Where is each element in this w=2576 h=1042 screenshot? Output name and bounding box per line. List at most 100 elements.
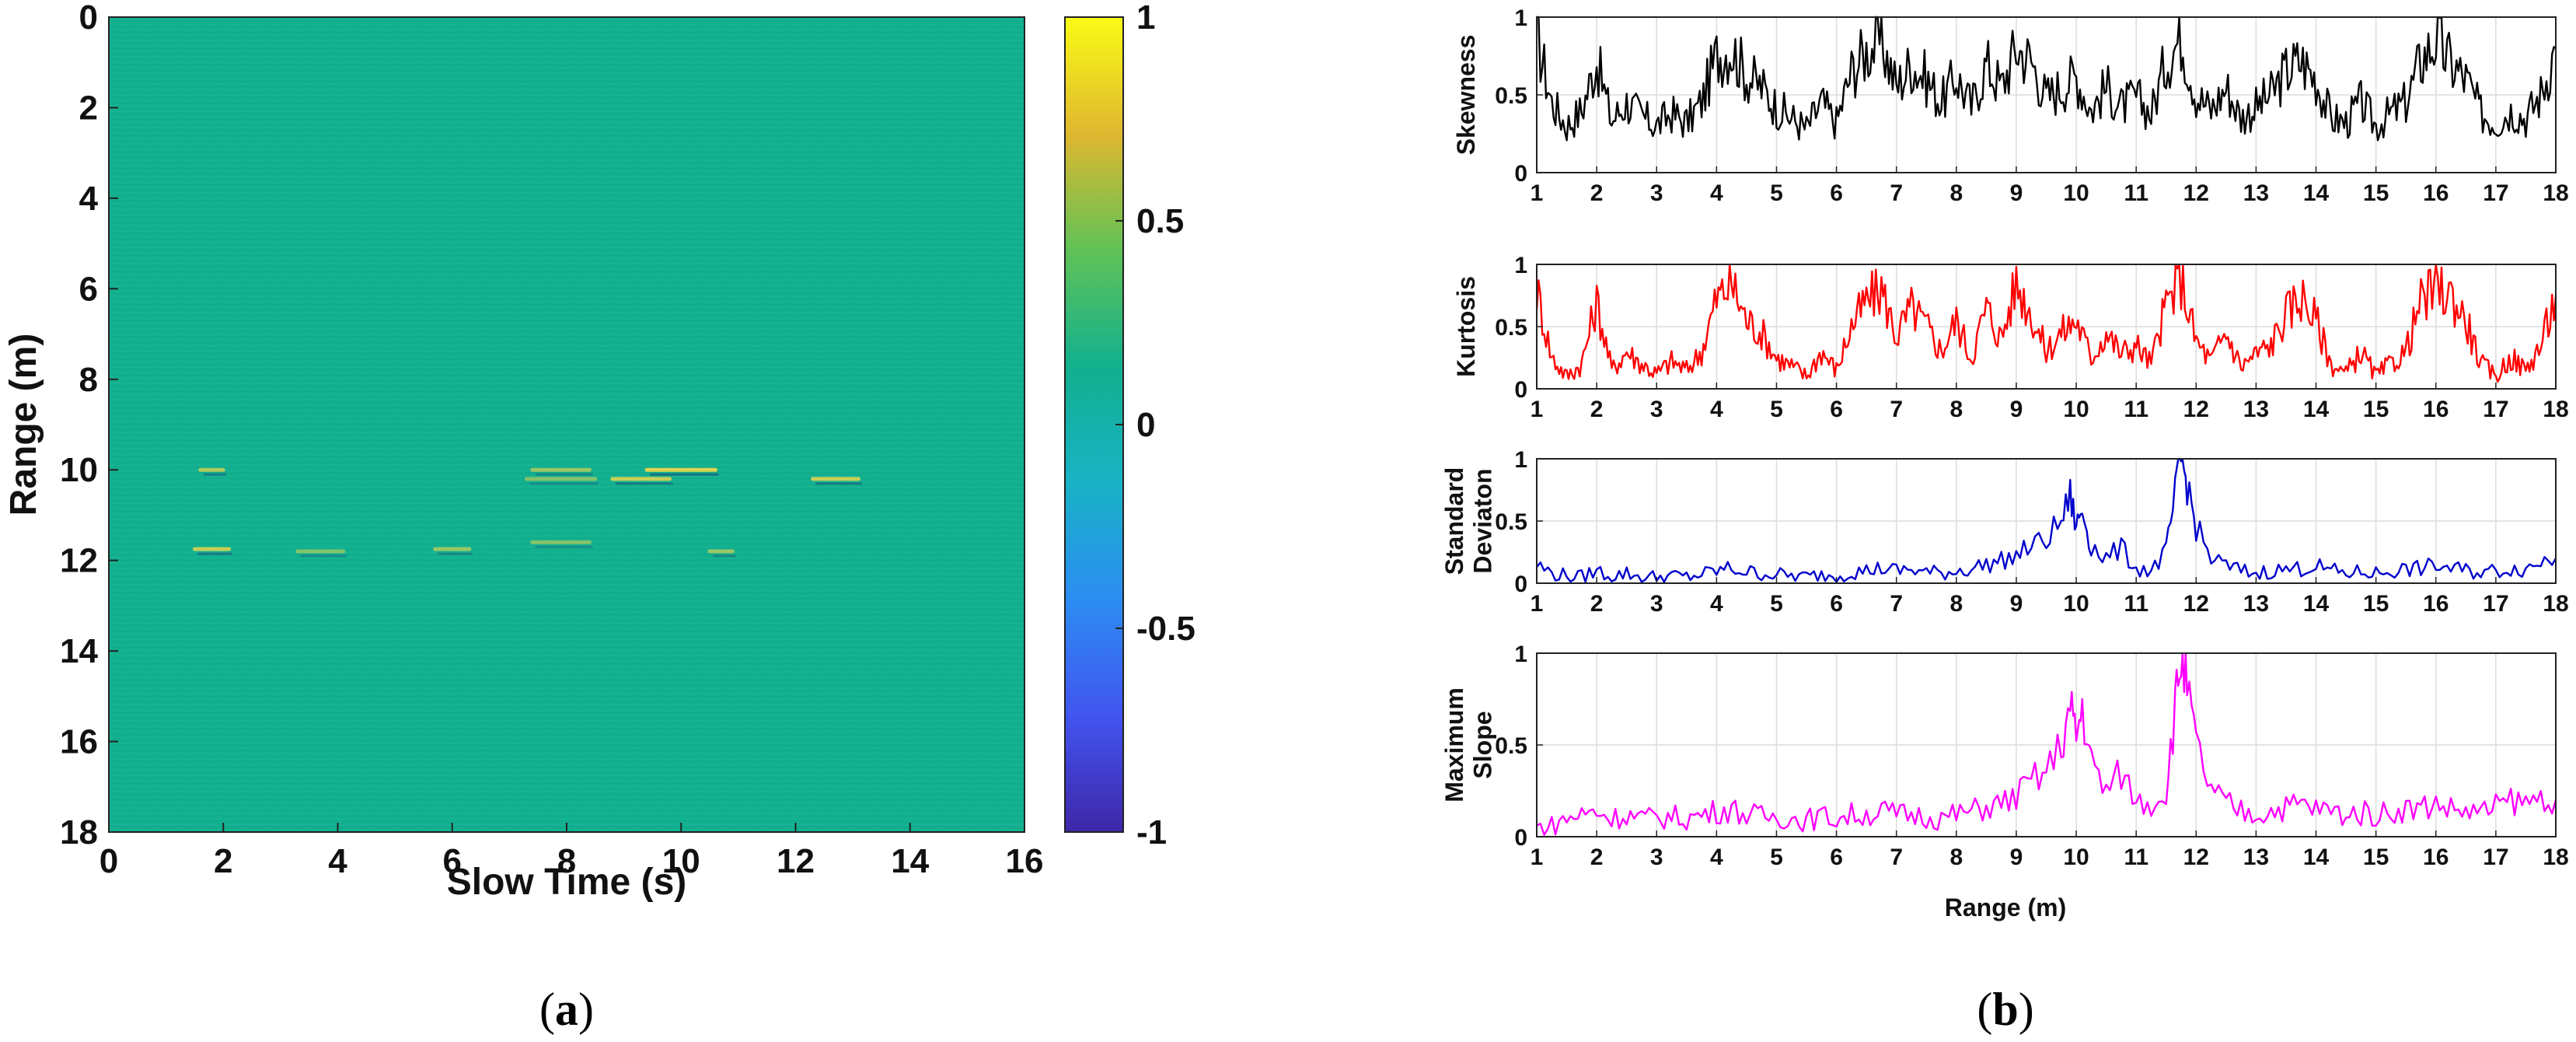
x-tick-label: 2: [1590, 844, 1604, 870]
subplot-y-ticks: 00.51: [1495, 253, 1543, 403]
colorbar-tick-label: -0.5: [1136, 610, 1196, 648]
heatmap-x-tick-label: 8: [557, 842, 576, 880]
x-tick-label: 7: [1890, 591, 1903, 617]
panel-b-x-label: Range (m): [1945, 893, 2066, 921]
x-tick-label: 17: [2483, 844, 2508, 870]
x-tick-label: 18: [2543, 591, 2568, 617]
x-tick-label: 12: [2183, 397, 2209, 422]
subplot-y-label: MaximumSlope: [1440, 687, 1497, 802]
heatmap-x-tick-label: 6: [443, 842, 462, 880]
x-tick-label: 9: [2010, 844, 2023, 870]
x-tick-label: 9: [2010, 180, 2023, 206]
heatmap-y-tick-label: 16: [60, 723, 98, 761]
y-tick-label: 0: [1514, 377, 1527, 403]
x-tick-label: 18: [2543, 397, 2568, 422]
x-tick-label: 17: [2483, 397, 2508, 422]
x-tick-label: 1: [1531, 180, 1544, 206]
subplot-y-ticks: 00.51: [1495, 447, 1543, 597]
heatmap-x-tick-label: 16: [1006, 842, 1044, 880]
colorbar-tick-label: 1: [1136, 0, 1155, 37]
colorbar-tick-label: 0.5: [1136, 202, 1184, 240]
x-tick-label: 3: [1650, 591, 1663, 617]
x-tick-label: 4: [1710, 844, 1723, 870]
x-tick-label: 18: [2543, 180, 2568, 206]
x-tick-label: 1: [1531, 591, 1544, 617]
series-line-b2: [1535, 263, 2557, 383]
x-tick-label: 14: [2303, 591, 2330, 617]
colorbar-tick-label: 0: [1136, 406, 1155, 444]
x-tick-label: 11: [2124, 397, 2148, 422]
x-tick-label: 16: [2423, 844, 2449, 870]
x-tick-label: 9: [2010, 591, 2023, 617]
heatmap-y-tick-label: 8: [79, 361, 98, 399]
x-tick-label: 1: [1531, 397, 1544, 422]
x-tick-label: 8: [1949, 397, 1963, 422]
x-tick-label: 16: [2423, 180, 2449, 206]
heatmap-x-tick-label: 14: [891, 842, 929, 880]
x-tick-label: 1: [1531, 844, 1544, 870]
heatmap-x-label: Slow Time (s): [447, 862, 687, 903]
x-tick-label: 14: [2303, 397, 2330, 422]
x-tick-label: 11: [2124, 591, 2148, 617]
x-tick-label: 18: [2543, 844, 2568, 870]
heatmap-y-tick-label: 6: [79, 270, 98, 308]
y-tick-label: 0: [1514, 161, 1527, 187]
colorbar-tick-label: -1: [1136, 813, 1167, 851]
heatmap-x-tick-label: 10: [662, 842, 700, 880]
x-tick-label: 13: [2243, 591, 2269, 617]
x-tick-label: 16: [2423, 591, 2449, 617]
x-tick-label: 5: [1770, 180, 1783, 206]
heatmap-y-tick-label: 14: [60, 632, 98, 670]
subplot-x-ticks: 1 2 3 4 5 6 7 8 9 10 11 12 13 14 15 16 17 18: [1531, 383, 2569, 422]
series-line-b4: [1536, 652, 2557, 836]
caption-b: (b): [1977, 984, 2033, 1035]
y-tick-label: 0.5: [1495, 509, 1527, 535]
x-tick-label: 8: [1949, 180, 1963, 206]
heatmap-x-tick-label: 2: [214, 842, 232, 880]
heatmap-x-tick-label: 12: [777, 842, 815, 880]
subplot-y-label: StandardDeviaton: [1440, 467, 1497, 575]
colorbar: [1064, 16, 1124, 833]
x-tick-label: 12: [2183, 180, 2209, 206]
x-tick-label: 4: [1710, 397, 1723, 422]
x-tick-label: 7: [1890, 844, 1903, 870]
x-tick-label: 8: [1949, 591, 1963, 617]
subplot-b4: 1 2 3 4 5 6 7 8 9 10 11 12 13 14 15 16 17 1800.51MaximumS…: [1440, 642, 2569, 870]
x-tick-label: 15: [2363, 844, 2389, 870]
caption-a: (a): [539, 984, 594, 1035]
x-tick-label: 7: [1890, 180, 1903, 206]
subplot-y-ticks: 00.51: [1495, 642, 1543, 851]
x-tick-label: 6: [1830, 397, 1843, 422]
x-tick-label: 14: [2303, 180, 2330, 206]
x-tick-label: 12: [2183, 844, 2209, 870]
y-tick-label: 0.5: [1495, 733, 1527, 759]
y-tick-label: 0.5: [1495, 315, 1527, 341]
subplot-y-ticks: 00.51: [1495, 5, 1543, 187]
x-tick-label: 17: [2483, 180, 2508, 206]
heatmap-texture: [109, 17, 1024, 832]
heatmap-y-tick-label: 2: [79, 89, 98, 127]
series-line-b3: [1536, 457, 2557, 583]
subplot-b3: 1 2 3 4 5 6 7 8 9 10 11 12 13 14 15 16 17 1800.51Standard…: [1440, 447, 2569, 617]
x-tick-label: 2: [1590, 180, 1604, 206]
panel-b-line-plots: 1 2 3 4 5 6 7 8 9 10 11 12 13 14 15 16 17 1800.51Skewness…: [1440, 5, 2569, 1035]
x-tick-label: 16: [2423, 397, 2449, 422]
subplot-x-ticks: 1 2 3 4 5 6 7 8 9 10 11 12 13 14 15 16 17 18: [1531, 830, 2569, 870]
x-tick-label: 6: [1830, 180, 1843, 206]
subplot-y-label: Skewness: [1452, 35, 1480, 156]
heatmap-x-tick-label: 4: [328, 842, 347, 880]
x-tick-label: 2: [1590, 397, 1604, 422]
y-tick-label: 0.5: [1495, 83, 1527, 109]
x-tick-label: 6: [1830, 591, 1843, 617]
heatmap-y-tick-label: 12: [60, 542, 98, 580]
x-tick-label: 17: [2483, 591, 2508, 617]
x-tick-label: 11: [2124, 180, 2148, 206]
x-tick-label: 14: [2303, 844, 2330, 870]
x-tick-label: 6: [1830, 844, 1843, 870]
heatmap-y-tick-label: 18: [60, 813, 98, 851]
x-tick-label: 3: [1650, 180, 1663, 206]
x-tick-label: 9: [2010, 397, 2023, 422]
series-line-b1: [1537, 16, 2557, 142]
